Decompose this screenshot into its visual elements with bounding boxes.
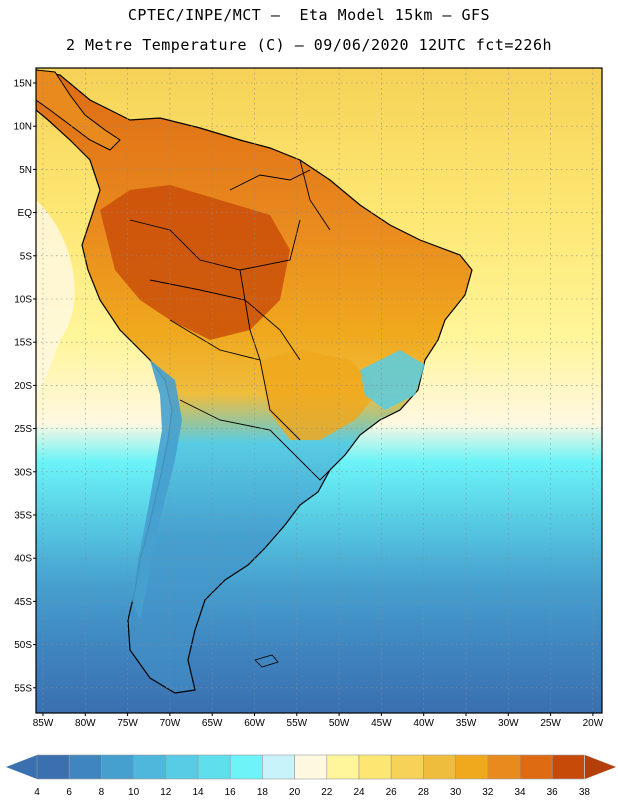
legend-value: 18 [257,787,269,798]
legend-swatch [36,754,70,780]
color-scale-legend: 4 6 8 10 12 14 16 18 20 22 24 26 28 30 32 34 36 38 [6,754,616,798]
lat-label-25s: 25S [14,424,32,435]
lon-label-25w: 25W [540,718,561,729]
lat-label-5n: 5N [19,165,32,176]
lon-label-20w: 20W [583,718,604,729]
lon-label-30w: 30W [498,718,519,729]
longitude-axis: 85W 80W 75W 70W 65W 60W 55W 50W 45W 40W 35W 30W 25W 2… [33,713,604,729]
legend-swatch [487,754,521,780]
lat-label-30s: 30S [14,467,32,478]
lat-label-5s: 5S [20,251,33,262]
lat-label-55s: 55S [14,683,32,694]
lon-label-35w: 35W [456,718,477,729]
plot-frame [35,67,603,714]
legend-value: 4 [34,787,40,798]
pacific-warm-tongue [36,200,75,400]
country-borders [129,159,331,481]
lat-label-35s: 35S [14,511,32,522]
lat-label-50s: 50S [14,640,32,651]
amazon-hot-core [100,185,290,340]
legend-value: 22 [321,787,333,798]
legend-value: 28 [418,787,430,798]
legend-swatch [390,754,424,780]
legend-swatch [358,754,392,780]
legend-value: 10 [128,787,140,798]
legend-value: 34 [514,787,526,798]
legend-swatch [165,754,199,780]
lat-label-10n: 10N [14,122,32,133]
legend-swatch [326,754,360,780]
legend-swatch [294,754,328,780]
lon-label-80w: 80W [75,718,96,729]
central-plateau-warm [260,350,380,440]
central-america-land [36,69,121,151]
andes-cool-band [132,360,182,620]
lat-label-eq: EQ [18,208,33,219]
legend-swatch [133,754,167,780]
legend-swatch [229,754,263,780]
legend-over-arrow [585,755,616,779]
southeast-brazil-cool [360,350,425,410]
map-title-line1: CPTEC/INPE/MCT – Eta Model 15km – GFS [127,6,491,24]
legend-swatch [101,754,134,780]
lat-label-15n: 15N [14,79,32,90]
lat-label-20s: 20S [14,381,32,392]
lat-label-40s: 40S [14,554,32,565]
legend-value: 20 [289,787,301,798]
lon-label-55w: 55W [287,718,308,729]
lat-label-45s: 45S [14,597,32,608]
lon-label-70w: 70W [160,718,181,729]
lon-label-60w: 60W [244,718,265,729]
lon-label-40w: 40W [413,718,434,729]
lon-label-45w: 45W [371,718,392,729]
legend-swatch [262,754,295,780]
map-title-line2: 2 Metre Temperature (C) – 09/06/2020 12U… [65,36,553,54]
legend-value: 36 [547,787,559,798]
legend-swatch [551,754,585,780]
lon-label-75w: 75W [117,718,138,729]
legend-value: 26 [386,787,398,798]
lat-label-10s: 10S [14,295,32,306]
temperature-map: 15N 10N 5N EQ 5S 10S 15S 20S 25S 30S 35S 40S 45S 50S 5… [14,67,604,729]
falklands-islands [254,654,279,668]
lon-label-85w: 85W [33,718,54,729]
legend-swatch [519,754,553,780]
legend-value: 30 [450,787,462,798]
legend-swatch [197,754,231,780]
legend-value: 6 [66,787,72,798]
latitude-axis: 15N 10N 5N EQ 5S 10S 15S 20S 25S 30S 35S 40S 45S 50S 5… [14,79,36,694]
legend-value: 38 [579,787,591,798]
legend-swatch [455,754,489,780]
legend-value: 16 [225,787,237,798]
legend-value: 32 [482,787,494,798]
lat-label-15s: 15S [14,338,32,349]
legend-value: 8 [99,787,105,798]
legend-value: 12 [160,787,172,798]
legend-under-arrow [6,755,37,779]
legend-value: 24 [353,787,365,798]
lon-label-50w: 50W [329,718,350,729]
legend-value: 14 [192,787,204,798]
legend-swatch [68,754,102,780]
lon-label-65w: 65W [202,718,223,729]
legend-swatch [423,754,456,780]
